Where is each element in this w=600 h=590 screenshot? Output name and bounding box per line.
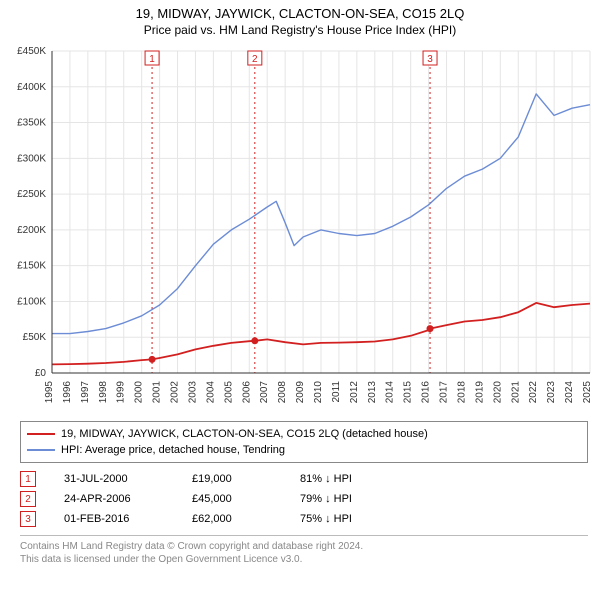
- transaction-price: £19,000: [192, 473, 272, 485]
- svg-text:1997: 1997: [80, 381, 91, 404]
- svg-text:2012: 2012: [349, 381, 360, 404]
- svg-text:2002: 2002: [170, 381, 181, 404]
- svg-text:2005: 2005: [223, 381, 234, 404]
- transaction-diff: 81% ↓ HPI: [300, 473, 390, 485]
- svg-text:2010: 2010: [313, 381, 324, 404]
- line-chart: £0 £50K £100K £150K £200K £250K £300K £350K £400…: [0, 43, 600, 413]
- svg-text:£250K: £250K: [17, 189, 46, 200]
- svg-text:1: 1: [149, 54, 155, 65]
- legend-swatch: [27, 433, 55, 435]
- svg-text:1995: 1995: [44, 381, 55, 404]
- chart-title: 19, MIDWAY, JAYWICK, CLACTON-ON-SEA, CO1…: [0, 6, 600, 21]
- svg-text:2015: 2015: [403, 381, 414, 404]
- legend-label: HPI: Average price, detached house, Tend…: [61, 444, 285, 456]
- svg-text:£200K: £200K: [17, 225, 46, 236]
- table-row: 3 01-FEB-2016 £62,000 75% ↓ HPI: [20, 509, 588, 529]
- legend-label: 19, MIDWAY, JAYWICK, CLACTON-ON-SEA, CO1…: [61, 428, 428, 440]
- svg-text:3: 3: [427, 54, 433, 65]
- svg-text:2000: 2000: [134, 381, 145, 404]
- table-row: 2 24-APR-2006 £45,000 79% ↓ HPI: [20, 489, 588, 509]
- svg-text:2016: 2016: [421, 381, 432, 404]
- svg-text:£450K: £450K: [17, 46, 46, 57]
- svg-text:1999: 1999: [116, 381, 127, 404]
- transaction-marker: 3: [20, 511, 36, 527]
- svg-text:2021: 2021: [510, 381, 521, 404]
- svg-text:2007: 2007: [259, 381, 270, 404]
- svg-text:£0: £0: [35, 368, 47, 379]
- svg-text:2022: 2022: [528, 381, 539, 404]
- transaction-marker: 2: [20, 491, 36, 507]
- svg-text:2001: 2001: [152, 381, 163, 404]
- svg-text:1996: 1996: [62, 381, 73, 404]
- transaction-diff: 75% ↓ HPI: [300, 513, 390, 525]
- transaction-price: £62,000: [192, 513, 272, 525]
- transaction-marker: 1: [20, 471, 36, 487]
- transactions-table: 1 31-JUL-2000 £19,000 81% ↓ HPI 2 24-APR…: [20, 469, 588, 529]
- svg-text:2025: 2025: [582, 381, 593, 404]
- svg-text:£400K: £400K: [17, 82, 46, 93]
- transaction-date: 24-APR-2006: [64, 493, 164, 505]
- svg-text:2024: 2024: [564, 381, 575, 404]
- legend-item: 19, MIDWAY, JAYWICK, CLACTON-ON-SEA, CO1…: [27, 426, 581, 442]
- transaction-price: £45,000: [192, 493, 272, 505]
- svg-text:2006: 2006: [241, 381, 252, 404]
- page: 19, MIDWAY, JAYWICK, CLACTON-ON-SEA, CO1…: [0, 6, 600, 566]
- svg-text:2018: 2018: [456, 381, 467, 404]
- svg-text:2011: 2011: [331, 381, 342, 403]
- footer-attribution: Contains HM Land Registry data © Crown c…: [20, 535, 588, 566]
- svg-text:2013: 2013: [367, 381, 378, 404]
- transaction-diff: 79% ↓ HPI: [300, 493, 390, 505]
- svg-text:2023: 2023: [546, 381, 557, 404]
- table-row: 1 31-JUL-2000 £19,000 81% ↓ HPI: [20, 469, 588, 489]
- svg-text:2008: 2008: [277, 381, 288, 404]
- svg-text:2020: 2020: [492, 381, 503, 404]
- svg-text:£300K: £300K: [17, 153, 46, 164]
- footer-line: This data is licensed under the Open Gov…: [20, 553, 588, 566]
- svg-text:2014: 2014: [385, 381, 396, 404]
- svg-text:£50K: £50K: [23, 332, 47, 343]
- transaction-date: 31-JUL-2000: [64, 473, 164, 485]
- svg-text:£350K: £350K: [17, 118, 46, 129]
- legend: 19, MIDWAY, JAYWICK, CLACTON-ON-SEA, CO1…: [20, 421, 588, 463]
- svg-text:2: 2: [252, 54, 258, 65]
- chart-subtitle: Price paid vs. HM Land Registry's House …: [0, 23, 600, 37]
- svg-text:£150K: £150K: [17, 261, 46, 272]
- legend-item: HPI: Average price, detached house, Tend…: [27, 442, 581, 458]
- transaction-date: 01-FEB-2016: [64, 513, 164, 525]
- svg-text:1998: 1998: [98, 381, 109, 404]
- svg-text:2009: 2009: [295, 381, 306, 404]
- svg-text:2017: 2017: [439, 381, 450, 404]
- svg-text:2019: 2019: [474, 381, 485, 404]
- svg-text:2004: 2004: [205, 381, 216, 404]
- footer-line: Contains HM Land Registry data © Crown c…: [20, 540, 588, 553]
- legend-swatch: [27, 449, 55, 451]
- chart-area: £0 £50K £100K £150K £200K £250K £300K £350K £400…: [0, 43, 600, 413]
- svg-text:2003: 2003: [187, 381, 198, 404]
- svg-text:£100K: £100K: [17, 296, 46, 307]
